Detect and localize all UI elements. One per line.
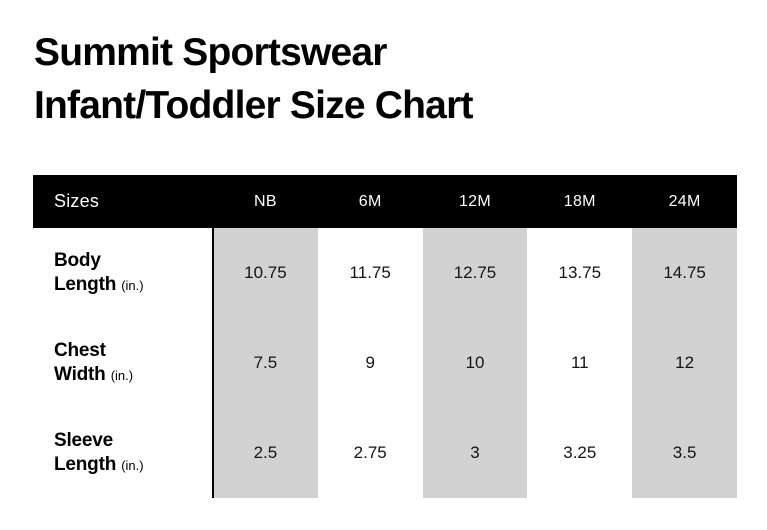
cell-sleeve-length-nb: 2.5 [253, 443, 278, 462]
cell-sleeve-length-18m: 3.25 [563, 443, 597, 462]
row-label-line1: Sleeve [54, 430, 114, 452]
row-label-line1: Chest [54, 340, 106, 362]
column-stripe-nb [213, 228, 318, 498]
page-title-line2: Infant/Toddler Size Chart [34, 84, 473, 128]
cell-sleeve-length-12m: 3 [470, 443, 480, 462]
row-label-unit: (in.) [121, 458, 144, 473]
table-body: Body Length (in.) 10.75 11.75 12.75 13.7… [33, 228, 737, 498]
cell-chest-width-24m: 12 [675, 353, 695, 372]
cell-body-length-18m: 13.75 [558, 263, 602, 282]
cell-body-length-nb: 10.75 [244, 263, 287, 282]
row-label-chest-width: Chest Width (in.) [33, 339, 213, 387]
row-label-name: Width [54, 364, 106, 385]
cell-chest-width-12m: 10 [465, 353, 485, 372]
cell-chest-width-6m: 9 [365, 353, 375, 372]
row-label-line2: Width (in.) [54, 363, 213, 387]
row-label-sleeve-length: Sleeve Length (in.) [33, 429, 213, 477]
header-col-18m: 18M [563, 192, 596, 210]
cell-chest-width-nb: 7.5 [253, 353, 278, 372]
size-chart-table: Sizes NB 6M 12M 18M 24M Body Length (in.… [33, 175, 737, 498]
page-title-line1: Summit Sportswear [34, 31, 387, 74]
column-stripe-12m [422, 228, 528, 498]
table-row-body-length: Body Length (in.) 10.75 11.75 12.75 13.7… [33, 228, 737, 318]
cell-body-length-24m: 14.75 [663, 263, 706, 282]
page-title: Summit Sportswear Infant/Toddler Size Cha… [34, 26, 473, 132]
header-col-nb: NB [253, 192, 277, 210]
cell-chest-width-18m: 11 [570, 353, 589, 372]
cell-sleeve-length-24m: 3.5 [672, 443, 697, 462]
column-stripe-24m [632, 228, 737, 498]
cell-sleeve-length-6m: 2.75 [353, 443, 387, 462]
table-row-sleeve-length: Sleeve Length (in.) 2.5 2.75 3 3.25 3.5 [33, 408, 737, 498]
header-col-6m: 6M [358, 192, 382, 210]
cell-body-length-6m: 11.75 [349, 263, 391, 282]
cell-body-length-12m: 12.75 [453, 263, 497, 282]
header-sizes-label: Sizes [54, 191, 100, 211]
row-label-name: Length [54, 274, 117, 295]
table-row-chest-width: Chest Width (in.) 7.5 9 10 11 12 [33, 318, 737, 408]
row-label-name: Length [54, 454, 117, 475]
header-col-24m: 24M [668, 192, 701, 210]
row-label-line1: Body [54, 250, 101, 272]
row-label-line2: Length (in.) [54, 453, 213, 477]
row-label-line2: Length (in.) [54, 273, 213, 297]
table-header-row: Sizes NB 6M 12M 18M 24M [33, 175, 737, 228]
row-label-body-length: Body Length (in.) [33, 249, 213, 297]
row-label-unit: (in.) [110, 368, 134, 383]
header-col-12m: 12M [458, 192, 491, 210]
row-label-unit: (in.) [121, 278, 144, 293]
label-column-divider [212, 228, 214, 498]
